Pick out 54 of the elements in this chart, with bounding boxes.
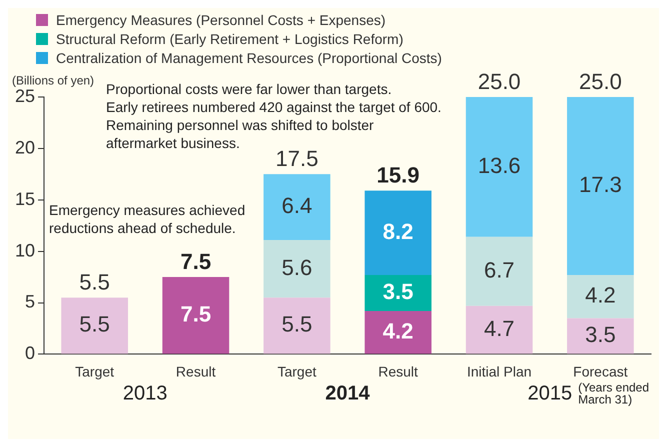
bar bbox=[364, 190, 432, 275]
bar bbox=[264, 240, 330, 298]
x-tick-label: Forecast bbox=[573, 363, 628, 380]
bar bbox=[567, 318, 634, 354]
x-tick-label: Target bbox=[75, 363, 114, 380]
data-label: 4.2 bbox=[585, 282, 616, 308]
y-axis-title: (Billions of yen) bbox=[12, 73, 94, 88]
bar bbox=[466, 236, 533, 306]
total-label: 25.0 bbox=[478, 69, 521, 94]
x-tick-label: Result bbox=[176, 363, 216, 380]
total-label: 15.9 bbox=[376, 162, 420, 188]
legend-label: Emergency Measures (Personnel Costs + Expenses) bbox=[56, 12, 386, 28]
data-label: 6.4 bbox=[282, 193, 312, 218]
bar bbox=[567, 274, 634, 318]
x-tick-label: Result bbox=[378, 363, 418, 380]
annotation: Emergency measures achieved reductions ahead of schedule. bbox=[49, 202, 246, 236]
bar bbox=[466, 97, 533, 237]
x-tick-label: Target bbox=[277, 363, 316, 380]
y-tick-label: 25 bbox=[14, 86, 36, 106]
total-label: 25.0 bbox=[579, 69, 622, 94]
bar bbox=[162, 277, 230, 354]
bar bbox=[264, 298, 330, 354]
data-label: 5.6 bbox=[282, 254, 312, 280]
data-label: 4.7 bbox=[484, 316, 515, 341]
bar bbox=[61, 298, 128, 354]
total-label: 5.5 bbox=[79, 270, 110, 295]
bar bbox=[466, 306, 533, 354]
y-tick-label: 5 bbox=[25, 292, 36, 312]
legend-label: Structural Reform (Early Retirement + Logistics Reform) bbox=[56, 30, 404, 46]
data-label: 3.5 bbox=[585, 322, 616, 348]
text: 2013 bbox=[122, 382, 168, 405]
data-label: 3.5 bbox=[382, 279, 414, 304]
bar bbox=[364, 274, 432, 311]
total-label: 7.5 bbox=[180, 249, 212, 274]
x-tick-label: Initial Plan bbox=[466, 363, 532, 380]
bar bbox=[567, 97, 634, 275]
data-label: 5.5 bbox=[282, 312, 312, 337]
y-tick-label: 20 bbox=[14, 137, 36, 158]
y-tick-label: 0 bbox=[25, 343, 36, 364]
text: 2015 bbox=[528, 382, 572, 405]
data-label: 4.2 bbox=[382, 318, 414, 344]
bar bbox=[264, 174, 330, 240]
text: (Years ended March 31) bbox=[578, 380, 650, 407]
data-label: 6.7 bbox=[484, 257, 515, 282]
data-label: 17.3 bbox=[579, 172, 622, 198]
text: 2014 bbox=[325, 382, 371, 405]
bar bbox=[364, 310, 432, 354]
data-label: 8.2 bbox=[382, 218, 414, 244]
data-label: 7.5 bbox=[180, 301, 212, 326]
data-label: 13.6 bbox=[478, 153, 521, 178]
data-label: 5.5 bbox=[79, 312, 110, 337]
y-tick-label: 10 bbox=[14, 240, 36, 260]
legend-label: Centralization of Management Resources (Proportional Costs) bbox=[56, 50, 442, 66]
y-tick-label: 15 bbox=[14, 188, 36, 209]
